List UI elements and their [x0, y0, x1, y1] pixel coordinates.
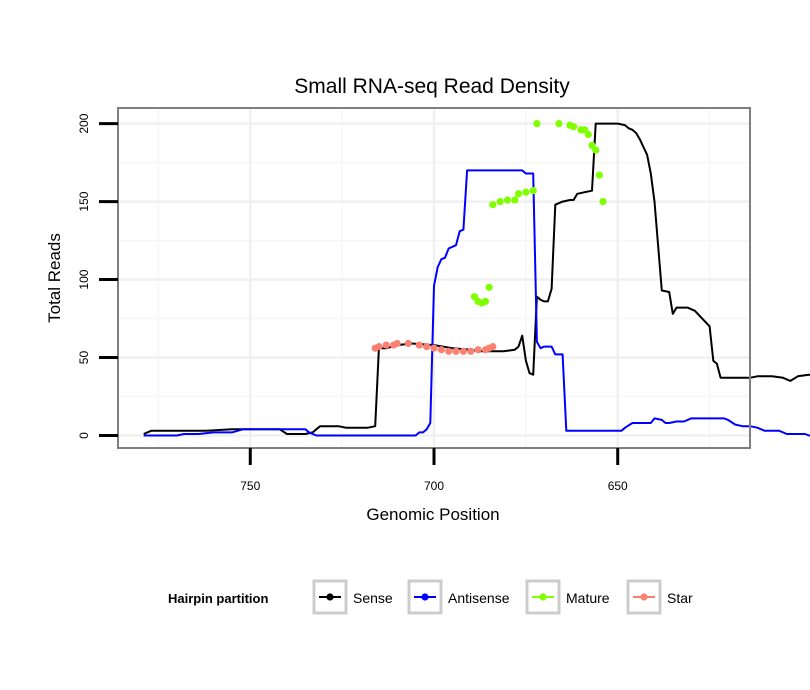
legend-label: Star — [667, 590, 693, 606]
data-point-star — [467, 347, 475, 355]
x-tick-label: 750 — [240, 479, 260, 493]
legend-item-antisense: Antisense — [407, 579, 510, 615]
y-axis-title: Total Reads — [45, 233, 64, 323]
series-line-antisense — [143, 169, 810, 437]
data-point-star — [437, 346, 445, 354]
data-point-mature — [570, 123, 578, 131]
data-point-mature — [511, 196, 519, 204]
data-point-star — [474, 346, 482, 354]
data-point-mature — [555, 119, 563, 128]
x-axis-title: Genomic Position — [366, 505, 499, 524]
data-point-mature — [503, 196, 512, 204]
data-point-mature — [514, 190, 523, 198]
data-point-mature — [584, 130, 592, 139]
legend-key-point — [640, 593, 648, 601]
legend-label: Antisense — [448, 590, 510, 606]
data-point-star — [382, 341, 390, 349]
legend-item-sense: Sense — [312, 579, 393, 615]
series-antisense — [143, 169, 810, 437]
series-star — [371, 339, 497, 355]
data-point-star — [430, 344, 438, 352]
series-mature — [470, 119, 607, 307]
data-point-mature — [533, 119, 541, 128]
legend-label: Mature — [566, 590, 610, 606]
data-point-star — [489, 343, 497, 351]
data-point-mature — [592, 146, 600, 154]
y-tick-label: 100 — [77, 269, 91, 289]
data-point-mature — [489, 201, 497, 209]
data-point-mature — [599, 197, 607, 206]
data-point-star — [393, 339, 401, 348]
data-point-mature — [485, 283, 493, 291]
legend-item-mature: Mature — [525, 579, 610, 615]
grid-lines — [118, 108, 750, 448]
x-tick-label: 650 — [608, 479, 628, 493]
data-point-star — [452, 347, 460, 355]
data-point-star — [404, 339, 412, 348]
data-point-mature — [481, 297, 490, 305]
data-point-star — [375, 343, 383, 351]
chart-title: Small RNA-seq Read Density — [294, 75, 570, 98]
data-point-star — [459, 347, 467, 355]
legend: Hairpin partition Sense Antisense Mature St… — [168, 579, 693, 615]
data-point-star — [445, 347, 453, 355]
data-point-mature — [529, 187, 537, 195]
y-axis: 0 50 100 150 200 — [77, 113, 118, 439]
data-point-mature — [522, 188, 530, 196]
legend-item-star: Star — [626, 579, 693, 615]
data-point-star — [415, 341, 423, 349]
plot-panel — [117, 107, 810, 449]
y-tick-label: 200 — [77, 113, 91, 133]
data-point-mature — [496, 197, 504, 206]
legend-key-point — [326, 593, 334, 601]
y-tick-label: 150 — [77, 191, 91, 211]
legend-key-point — [539, 593, 547, 601]
data-point-mature — [595, 171, 603, 179]
y-tick-label: 0 — [77, 432, 91, 439]
legend-label: Sense — [353, 590, 393, 606]
series-layer — [143, 119, 810, 437]
x-tick-label: 700 — [424, 479, 444, 493]
y-tick-label: 50 — [77, 351, 91, 365]
x-axis: 750 700 650 — [240, 448, 628, 493]
legend-title: Hairpin partition — [168, 591, 268, 606]
legend-key-point — [421, 593, 429, 601]
data-point-star — [423, 343, 431, 351]
